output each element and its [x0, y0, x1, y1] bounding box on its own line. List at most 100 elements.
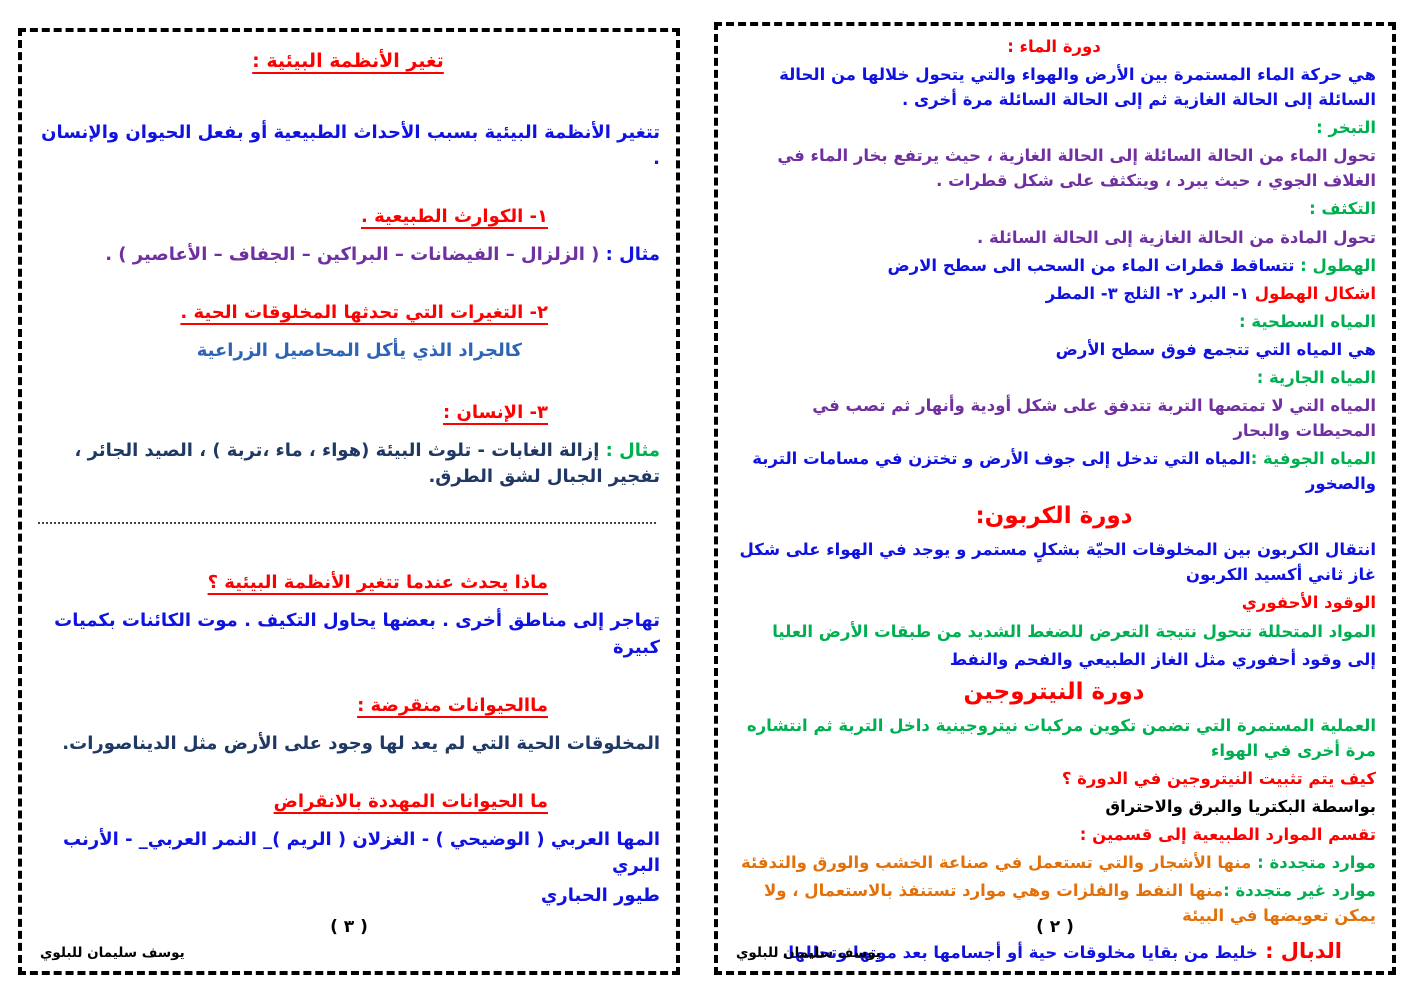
text-line: تحول الماء من الحالة السائلة إلى الحالة …: [732, 143, 1376, 193]
text-segment: كيف يتم تثبيت النيتروجين في الدورة ؟: [1061, 768, 1376, 788]
text-line: دورة الماء :: [732, 34, 1376, 59]
text-line: تغير الأنظمة البيئية :: [36, 48, 660, 76]
text-segment: المواد المتحللة تتحول نتيجة التعرض للضغط…: [772, 621, 1376, 641]
page-3-content: تغير الأنظمة البيئية : تتغير الأنظمة البي…: [36, 40, 660, 925]
text-line: دورة النيتروجين: [732, 675, 1376, 710]
text-line: موارد غير متجددة :منها النفط والفلزات وه…: [732, 878, 1376, 928]
text-line: تتغير الأنظمة البيئية بسبب الأحداث الطبي…: [36, 120, 660, 172]
text-segment: خليط من بقايا مخلوقات حية أو أجسامها بعد…: [782, 943, 1258, 963]
text-segment: العملية المستمرة التي تضمن تكوين مركبات …: [746, 715, 1376, 760]
text-line: التكثف :: [732, 196, 1376, 221]
text-segment: مثال :: [599, 243, 660, 265]
text-line: الهطول : تتساقط قطرات الماء من السحب الى…: [732, 253, 1376, 278]
text-segment: منها النفط والفلزات وهي موارد تستنفذ بال…: [764, 881, 1376, 926]
text-segment: الدبال :: [1257, 939, 1342, 964]
text-line: ٢- التغيرات التي تحدثها المخلوقات الحية …: [36, 300, 548, 326]
text-segment: إلى وقود أحفوري مثل الغاز الطبيعي والفحم…: [949, 649, 1376, 669]
text-segment: تتساقط قطرات الماء من السحب الى سطح الار…: [887, 255, 1295, 275]
text-line: كيف يتم تثبيت النيتروجين في الدورة ؟: [732, 766, 1376, 791]
text-segment: مثال :: [599, 440, 660, 462]
text-line: كالجراد الذي يأكل المحاصيل الزراعية: [36, 338, 522, 364]
text-segment: ١- الكوارث الطبيعية .: [361, 205, 548, 227]
text-segment: دورة الماء :: [1007, 37, 1101, 56]
text-segment: دورة النيتروجين: [963, 678, 1145, 705]
text-segment: ٣- الإنسان :: [443, 402, 548, 424]
text-line: ١- الكوارث الطبيعية .: [36, 204, 548, 230]
text-segment: المياه السطحية :: [1238, 311, 1376, 331]
text-segment: طيور الحباري: [540, 885, 660, 907]
text-segment: تحول الماء من الحالة السائلة إلى الحالة …: [777, 146, 1376, 191]
text-segment: هي المياه التي تتجمع فوق سطح الأرض: [1055, 339, 1376, 359]
text-segment: تقسم الموارد الطبيعية إلى قسمين :: [1079, 824, 1376, 844]
text-segment: المياه التي لا تمتصها التربة تتدفق على ش…: [812, 396, 1376, 441]
text-line: ما الحيوانات المهددة بالانقراض: [36, 789, 548, 815]
text-line: المياه الجوفية :المياه التي تدخل إلى جوف…: [732, 446, 1376, 496]
text-segment: المها العربي ( الوضيحي ) - الغزلان ( الر…: [63, 828, 660, 877]
page-number: ( ٢ ): [1036, 917, 1074, 937]
text-line: مثال : إزالة الغابات - تلوث البيئة (هواء…: [36, 438, 660, 490]
text-segment: تغير الأنظمة البيئية :: [252, 50, 444, 72]
text-segment: بواسطة البكتريا والبرق والاحتراق: [1105, 796, 1376, 816]
text-line: المياه التي لا تمتصها التربة تتدفق على ش…: [732, 393, 1376, 443]
text-segment: ٢- التغيرات التي تحدثها المخلوقات الحية …: [180, 301, 548, 323]
text-segment: الوقود الأحفوري: [1241, 593, 1376, 613]
text-line: هي حركة الماء المستمرة بين الأرض والهواء…: [732, 62, 1376, 112]
text-segment: انتقال الكربون بين المخلوقات الحيّة بشكل…: [739, 540, 1377, 585]
text-line: دورة الكربون:: [732, 499, 1376, 534]
text-line: طيور الحباري: [36, 883, 660, 909]
text-segment: ( الزلزال – الفيضانات – البراكين – الجفا…: [105, 243, 600, 265]
text-line: المخلوقات الحية التي لم يعد لها وجود على…: [36, 731, 660, 757]
text-segment: دورة الكربون:: [975, 503, 1133, 530]
text-line: تحول المادة من الحالة الغازية إلى الحالة…: [732, 225, 1376, 250]
text-line: اشكال الهطول ١- البرد ٢- الثلج ٣- المطر: [732, 281, 1376, 306]
text-line: مثال : ( الزلزال – الفيضانات – البراكين …: [36, 242, 660, 268]
text-segment: المياه الجارية :: [1256, 367, 1376, 387]
text-segment: المياه الجوفية :: [1250, 449, 1376, 469]
text-line: موارد متجددة : منها الأشجار والتي تستعمل…: [732, 850, 1376, 875]
text-line: ماذا يحدث عندما تتغير الأنظمة البيئية ؟: [36, 570, 548, 596]
text-line: العملية المستمرة التي تضمن تكوين مركبات …: [732, 713, 1376, 763]
text-line: ماالحيوانات منقرضة :: [36, 693, 548, 719]
text-segment: المياه التي تدخل إلى جوف الأرض و تختزن ف…: [752, 449, 1376, 494]
text-segment: الهطول :: [1294, 255, 1376, 275]
text-segment: ما الحيوانات المهددة بالانقراض: [273, 790, 548, 812]
text-segment: موارد غير متجددة :: [1223, 881, 1376, 901]
text-line: تقسم الموارد الطبيعية إلى قسمين :: [732, 822, 1376, 847]
author-credit: يوسف سليمان للبلوي: [736, 945, 881, 961]
text-segment: ماذا يحدث عندما تتغير الأنظمة البيئية ؟: [207, 572, 548, 594]
text-line: التبخر :: [732, 115, 1376, 140]
page-2-content: دورة الماء : هي حركة الماء المستمرة بين ا…: [732, 34, 1377, 963]
text-line: ٣- الإنسان :: [36, 400, 548, 426]
text-line: الدبال : خليط من بقايا مخلوقات حية أو أج…: [732, 936, 1342, 968]
text-segment: تهاجر إلى مناطق أخرى . بعضها يحاول التكي…: [54, 610, 660, 658]
page-2: دورة الماء : هي حركة الماء المستمرة بين ا…: [714, 22, 1396, 975]
text-line: المياه الجارية :: [732, 365, 1376, 390]
text-line: الوقود الأحفوري: [732, 590, 1376, 615]
text-segment: التبخر :: [1316, 118, 1376, 138]
text-segment: موارد متجددة :: [1251, 853, 1376, 873]
text-segment: اشكال الهطول: [1249, 283, 1376, 303]
text-segment: إزالة الغابات - تلوث البيئة (هواء ، ماء …: [74, 440, 660, 488]
text-segment: ١- البرد ٢- الثلج ٣- المطر: [1045, 283, 1250, 303]
text-segment: ماالحيوانات منقرضة :: [357, 694, 548, 716]
text-segment: تحول المادة من الحالة الغازية إلى الحالة…: [976, 227, 1376, 247]
text-line: تهاجر إلى مناطق أخرى . بعضها يحاول التكي…: [36, 608, 660, 660]
author-credit: يوسف سليمان للبلوي: [40, 945, 185, 961]
text-line: المها العربي ( الوضيحي ) - الغزلان ( الر…: [36, 827, 660, 879]
text-segment: كالجراد الذي يأكل المحاصيل الزراعية: [196, 340, 522, 362]
text-line: المواد المتحللة تتحول نتيجة التعرض للضغط…: [732, 619, 1376, 644]
text-segment: التكثف :: [1309, 199, 1376, 219]
dotted-divider: [38, 522, 656, 525]
text-line: إلى وقود أحفوري مثل الغاز الطبيعي والفحم…: [732, 647, 1376, 672]
text-segment: هي حركة الماء المستمرة بين الأرض والهواء…: [779, 65, 1376, 110]
text-segment: المخلوقات الحية التي لم يعد لها وجود على…: [62, 732, 660, 754]
text-line: بواسطة البكتريا والبرق والاحتراق: [732, 794, 1376, 819]
text-segment: منها الأشجار والتي تستعمل في صناعة الخشب…: [741, 853, 1252, 873]
page-number: ( ٣ ): [330, 917, 368, 937]
text-line: المياه السطحية :: [732, 309, 1376, 334]
text-line: انتقال الكربون بين المخلوقات الحيّة بشكل…: [732, 537, 1377, 587]
text-line: هي المياه التي تتجمع فوق سطح الأرض: [732, 337, 1376, 362]
page-3: تغير الأنظمة البيئية : تتغير الأنظمة البي…: [18, 28, 680, 975]
text-segment: تتغير الأنظمة البيئية بسبب الأحداث الطبي…: [41, 121, 660, 169]
